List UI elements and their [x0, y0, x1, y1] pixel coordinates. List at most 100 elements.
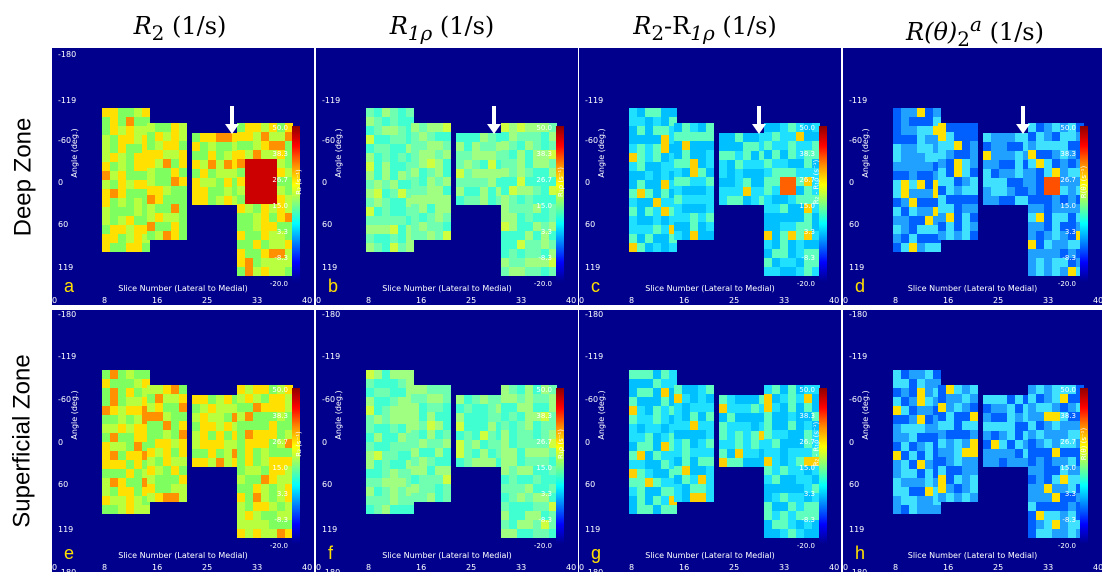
column-title-r2: R2 (1/s): [133, 12, 227, 45]
y-tick-label: 0: [585, 438, 591, 447]
x-axis-label: Slice Number (Lateral to Medial): [118, 284, 248, 293]
colorbar-tick-label: -20.0: [796, 280, 815, 288]
y-tick-label: -60: [322, 136, 336, 145]
y-tick-label: -119: [849, 96, 868, 105]
y-tick-label: -119: [58, 96, 77, 105]
x-tick-label: 40: [1093, 563, 1102, 572]
colorbar: [556, 388, 564, 544]
colorbar-tick-label: 15.0: [1060, 464, 1076, 472]
y-tick-label: -60: [585, 395, 599, 404]
x-tick-label: 16: [416, 296, 427, 305]
x-tick-label: 25: [993, 563, 1004, 572]
colorbar-tick-label: 50.0: [272, 124, 288, 132]
colorbar: [556, 126, 564, 282]
y-tick-label: 60: [849, 220, 860, 229]
y-tick-label: 0: [585, 178, 591, 187]
y-tick-label: -60: [849, 136, 863, 145]
colorbar-tick-label: 38.3: [536, 150, 552, 158]
x-tick-label: 16: [943, 563, 954, 572]
y-tick-label: -180: [849, 568, 867, 572]
colorbar-tick-label: 38.3: [799, 150, 815, 158]
colorbar-tick-label: 3.3: [276, 490, 288, 498]
y-tick-label: 119: [58, 525, 74, 534]
y-tick-label: -119: [322, 352, 341, 361]
colorbar-tick-label: 3.3: [803, 228, 815, 236]
x-tick-label: 8: [366, 296, 372, 305]
colorbar-unit-label: R₂ (s⁻¹): [295, 169, 304, 195]
arrow-down-icon: [487, 106, 501, 134]
y-tick-label: -60: [58, 136, 72, 145]
colorbar-tick-label: 50.0: [1060, 386, 1076, 394]
colorbar-tick-label: 3.3: [1064, 490, 1076, 498]
heatmap-image: [102, 370, 293, 538]
colorbar-tick-label: -8.3: [274, 516, 288, 524]
colorbar-tick-label: 26.7: [272, 176, 288, 184]
colorbar-tick-label: 3.3: [540, 228, 552, 236]
y-tick-label: -60: [322, 395, 336, 404]
colorbar-tick-label: 50.0: [1060, 124, 1076, 132]
x-tick-label: 8: [102, 296, 108, 305]
x-tick-label: 25: [202, 296, 213, 305]
x-tick-label: 0: [843, 296, 849, 305]
colorbar-tick-label: 15.0: [272, 464, 288, 472]
x-tick-label: 0: [316, 296, 322, 305]
x-tick-label: 16: [152, 296, 163, 305]
arrow-down-icon: [1016, 106, 1030, 134]
x-tick-label: 33: [1043, 563, 1054, 572]
colorbar-unit-label: R₁ρ (s⁻¹): [557, 167, 566, 197]
colorbar-tick-label: 26.7: [272, 438, 288, 446]
x-tick-label: 25: [466, 296, 477, 305]
x-tick-label: 8: [102, 563, 108, 572]
arrow-down-icon: [225, 106, 239, 134]
colorbar-tick-label: -20.0: [533, 542, 552, 550]
colorbar-tick-label: 38.3: [799, 412, 815, 420]
x-axis-label: Slice Number (Lateral to Medial): [382, 551, 512, 560]
panel-letter: h: [855, 543, 866, 563]
x-tick-label: 25: [729, 563, 740, 572]
colorbar-tick-label: -20.0: [533, 280, 552, 288]
colorbar: [1080, 388, 1088, 544]
y-tick-label: -60: [58, 395, 72, 404]
colorbar-tick-label: 38.3: [272, 150, 288, 158]
colorbar-tick-label: -8.3: [801, 254, 815, 262]
colorbar-tick-label: 3.3: [276, 228, 288, 236]
arrow-down-icon: [752, 106, 766, 134]
y-tick-label: -119: [849, 352, 868, 361]
x-tick-label: 40: [566, 296, 577, 305]
x-axis-label: Slice Number (Lateral to Medial): [907, 551, 1038, 560]
colorbar-tick-label: 3.3: [540, 490, 552, 498]
colorbar-tick-label: 3.3: [803, 490, 815, 498]
x-tick-label: 16: [679, 563, 690, 572]
x-tick-label: 16: [416, 563, 427, 572]
x-tick-label: 33: [779, 296, 790, 305]
colorbar-tick-label: 38.3: [1060, 150, 1076, 158]
y-tick-label: -119: [322, 96, 341, 105]
x-tick-label: 25: [466, 563, 477, 572]
colorbar-tick-label: -8.3: [1062, 254, 1076, 262]
panel-letter: d: [855, 276, 866, 296]
colorbar-tick-label: -20.0: [1057, 280, 1076, 288]
y-tick-label: 60: [585, 480, 596, 489]
x-tick-label: 40: [829, 296, 840, 305]
x-tick-label: 0: [52, 296, 58, 305]
y-tick-label: 0: [322, 438, 328, 447]
colorbar-unit-label: R₂ - R₁ρ (s⁻¹): [812, 421, 821, 467]
x-tick-label: 16: [152, 563, 163, 572]
x-tick-label: 8: [629, 563, 635, 572]
y-axis-label: Angle (deg.): [597, 390, 606, 440]
x-tick-label: 40: [1093, 296, 1102, 305]
y-axis-label: Angle (deg.): [861, 390, 870, 440]
colorbar-tick-label: 15.0: [536, 464, 552, 472]
y-axis-label: Angle (deg.): [70, 390, 79, 440]
colorbar-tick-label: 26.7: [1060, 438, 1076, 446]
y-tick-label: -60: [585, 136, 599, 145]
colorbar-tick-label: -20.0: [1057, 542, 1076, 550]
x-tick-label: 40: [302, 296, 313, 305]
colorbar-tick-label: 3.3: [1064, 228, 1076, 236]
y-tick-label: 60: [58, 220, 69, 229]
y-tick-label: -180: [58, 310, 77, 319]
